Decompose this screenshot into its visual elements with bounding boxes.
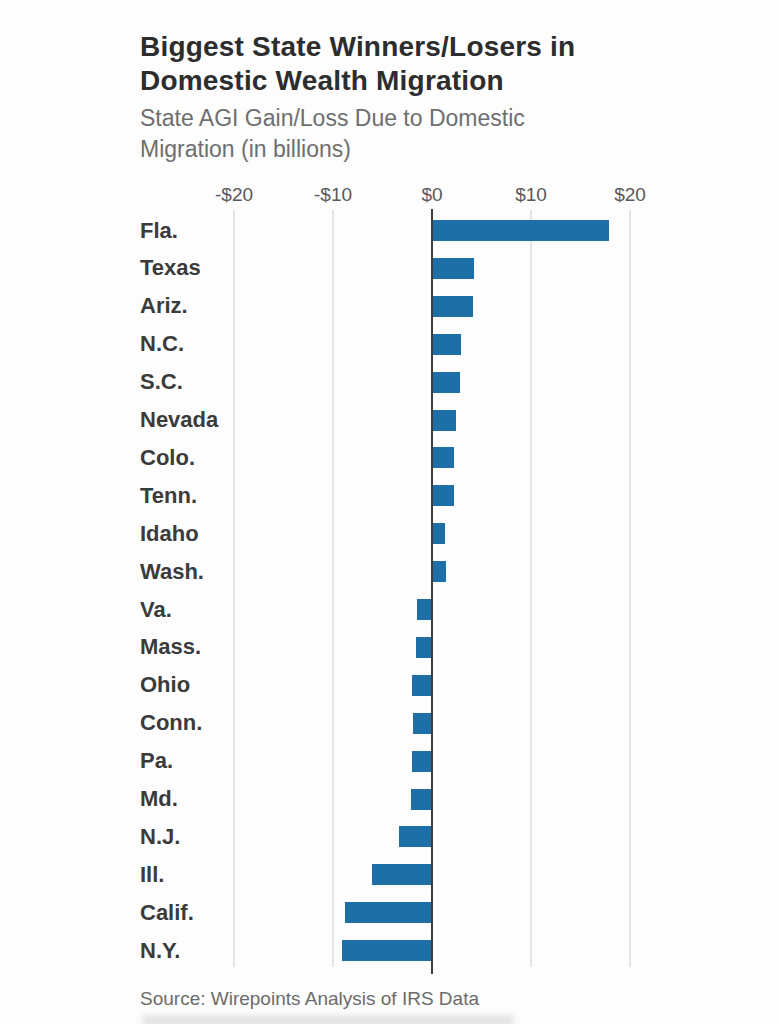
- gridline: [233, 210, 235, 967]
- gridline: [530, 210, 532, 967]
- category-label: N.C.: [140, 331, 184, 357]
- bar: [433, 523, 445, 544]
- category-label: N.Y.: [140, 938, 180, 964]
- category-label: Tenn.: [140, 483, 197, 509]
- bar: [411, 789, 431, 810]
- bar: [342, 940, 431, 961]
- bar: [433, 561, 446, 582]
- bar-chart-plot-area: Fla. Texas Ariz. N.C. S.C. Nevada Colo. Tenn. Id…: [0, 210, 779, 972]
- source-note: Source: Wirepoints Analysis of IRS Data: [140, 988, 479, 1010]
- bar: [433, 334, 461, 355]
- category-label: Ohio: [140, 672, 190, 698]
- gridline: [332, 210, 334, 967]
- bar: [412, 675, 431, 696]
- bar: [433, 485, 454, 506]
- category-label: Ill.: [140, 862, 164, 888]
- bar: [412, 751, 431, 772]
- gridline: [629, 210, 631, 967]
- x-tick-label: $0: [421, 184, 442, 206]
- bar: [372, 864, 431, 885]
- category-label: Calif.: [140, 900, 194, 926]
- x-tick-label: $20: [614, 184, 646, 206]
- category-label: Md.: [140, 786, 178, 812]
- category-label: Conn.: [140, 710, 202, 736]
- category-label: Idaho: [140, 521, 199, 547]
- zero-axis-line: [431, 209, 433, 974]
- category-label: Texas: [140, 255, 201, 281]
- bar: [433, 220, 609, 241]
- x-tick-label: -$10: [314, 184, 352, 206]
- category-label: Nevada: [140, 407, 218, 433]
- bar: [433, 258, 474, 279]
- category-label: S.C.: [140, 369, 183, 395]
- bar: [416, 637, 431, 658]
- chart-title-line2: Domestic Wealth Migration: [140, 64, 575, 98]
- chart-subtitle-line1: State AGI Gain/Loss Due to Domestic: [140, 103, 525, 134]
- bar: [433, 296, 473, 317]
- bar: [413, 713, 431, 734]
- category-label: Fla.: [140, 218, 178, 244]
- category-label: Ariz.: [140, 293, 188, 319]
- chart-page: Biggest State Winners/Losers in Domestic…: [0, 0, 779, 1024]
- bar: [433, 410, 456, 431]
- category-label: Wash.: [140, 559, 204, 585]
- bar: [417, 599, 431, 620]
- category-label: Pa.: [140, 748, 173, 774]
- x-tick-label: -$20: [215, 184, 253, 206]
- cropped-text-artifact: [142, 1016, 514, 1024]
- chart-title-line1: Biggest State Winners/Losers in: [140, 30, 575, 64]
- bar: [433, 372, 460, 393]
- x-axis-tick-labels: -$20 -$10 $0 $10 $20: [0, 184, 779, 206]
- bar: [345, 902, 431, 923]
- bar: [399, 826, 431, 847]
- chart-title: Biggest State Winners/Losers in Domestic…: [140, 30, 575, 98]
- category-label: N.J.: [140, 824, 180, 850]
- chart-subtitle: State AGI Gain/Loss Due to Domestic Migr…: [140, 103, 525, 165]
- x-tick-label: $10: [515, 184, 547, 206]
- category-label: Va.: [140, 597, 172, 623]
- chart-subtitle-line2: Migration (in billions): [140, 134, 525, 165]
- category-label: Mass.: [140, 634, 201, 660]
- category-label: Colo.: [140, 445, 195, 471]
- bar: [433, 447, 454, 468]
